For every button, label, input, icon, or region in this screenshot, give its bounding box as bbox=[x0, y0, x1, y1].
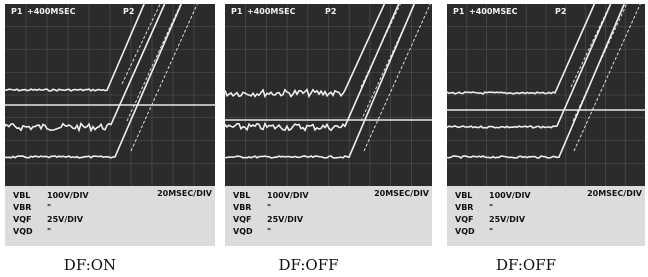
channel-scale: 25V/DIV bbox=[47, 215, 84, 224]
time-scale-label: 20MSEC/DIV bbox=[587, 189, 643, 198]
p2-marker: P2 bbox=[325, 7, 336, 16]
timebase-label: +400MSEC bbox=[27, 7, 76, 16]
scope-panel: P1 +400MSEC P2 20MSEC/DIV VBL 100V/DIV VBR " VQF… bbox=[225, 4, 432, 274]
channel-scale: " bbox=[489, 203, 493, 212]
panel-caption: DF:OFF bbox=[496, 256, 556, 274]
channel-name: VQF bbox=[455, 215, 473, 224]
channel-scale: " bbox=[47, 227, 51, 236]
channel-name: VQD bbox=[455, 227, 475, 236]
channel-scale: 25V/DIV bbox=[489, 215, 526, 224]
p1-marker: P1 bbox=[231, 7, 243, 16]
scope-panel: P1 +400MSEC P2 20MSEC/DIV VBL 100V/DIV VBR " VQF… bbox=[5, 4, 215, 274]
channel-scale: " bbox=[489, 227, 493, 236]
channel-name: VBR bbox=[455, 203, 473, 212]
p2-marker: P2 bbox=[555, 7, 566, 16]
channel-scale: 100V/DIV bbox=[489, 191, 531, 200]
channel-name: VQD bbox=[233, 227, 253, 236]
channel-name: VBL bbox=[233, 191, 250, 200]
p2-marker: P2 bbox=[123, 7, 134, 16]
p1-marker: P1 bbox=[453, 7, 465, 16]
channel-name: VBL bbox=[13, 191, 30, 200]
channel-name: VBL bbox=[455, 191, 472, 200]
p1-marker: P1 bbox=[11, 7, 23, 16]
channel-name: VQF bbox=[233, 215, 251, 224]
timebase-label: +400MSEC bbox=[247, 7, 296, 16]
time-scale-label: 20MSEC/DIV bbox=[157, 189, 213, 198]
panel-caption: DF:OFF bbox=[278, 256, 338, 274]
channel-scale: 100V/DIV bbox=[47, 191, 89, 200]
channel-scale: " bbox=[47, 203, 51, 212]
channel-name: VBR bbox=[13, 203, 31, 212]
channel-scale: " bbox=[267, 227, 271, 236]
panel-caption: DF:ON bbox=[64, 256, 116, 274]
channel-scale: 25V/DIV bbox=[267, 215, 304, 224]
channel-name: VBR bbox=[233, 203, 251, 212]
scope-panel: P1 +400MSEC P2 20MSEC/DIV VBL 100V/DIV VBR " VQF… bbox=[447, 4, 645, 274]
scope-figure: P1 +400MSEC P2 20MSEC/DIV VBL 100V/DIV VBR " VQF… bbox=[0, 0, 648, 277]
channel-scale: " bbox=[267, 203, 271, 212]
channel-name: VQF bbox=[13, 215, 31, 224]
time-scale-label: 20MSEC/DIV bbox=[374, 189, 430, 198]
page: P1 +400MSEC P2 20MSEC/DIV VBL 100V/DIV VBR " VQF… bbox=[0, 0, 648, 277]
channel-name: VQD bbox=[13, 227, 33, 236]
timebase-label: +400MSEC bbox=[469, 7, 518, 16]
channel-scale: 100V/DIV bbox=[267, 191, 309, 200]
